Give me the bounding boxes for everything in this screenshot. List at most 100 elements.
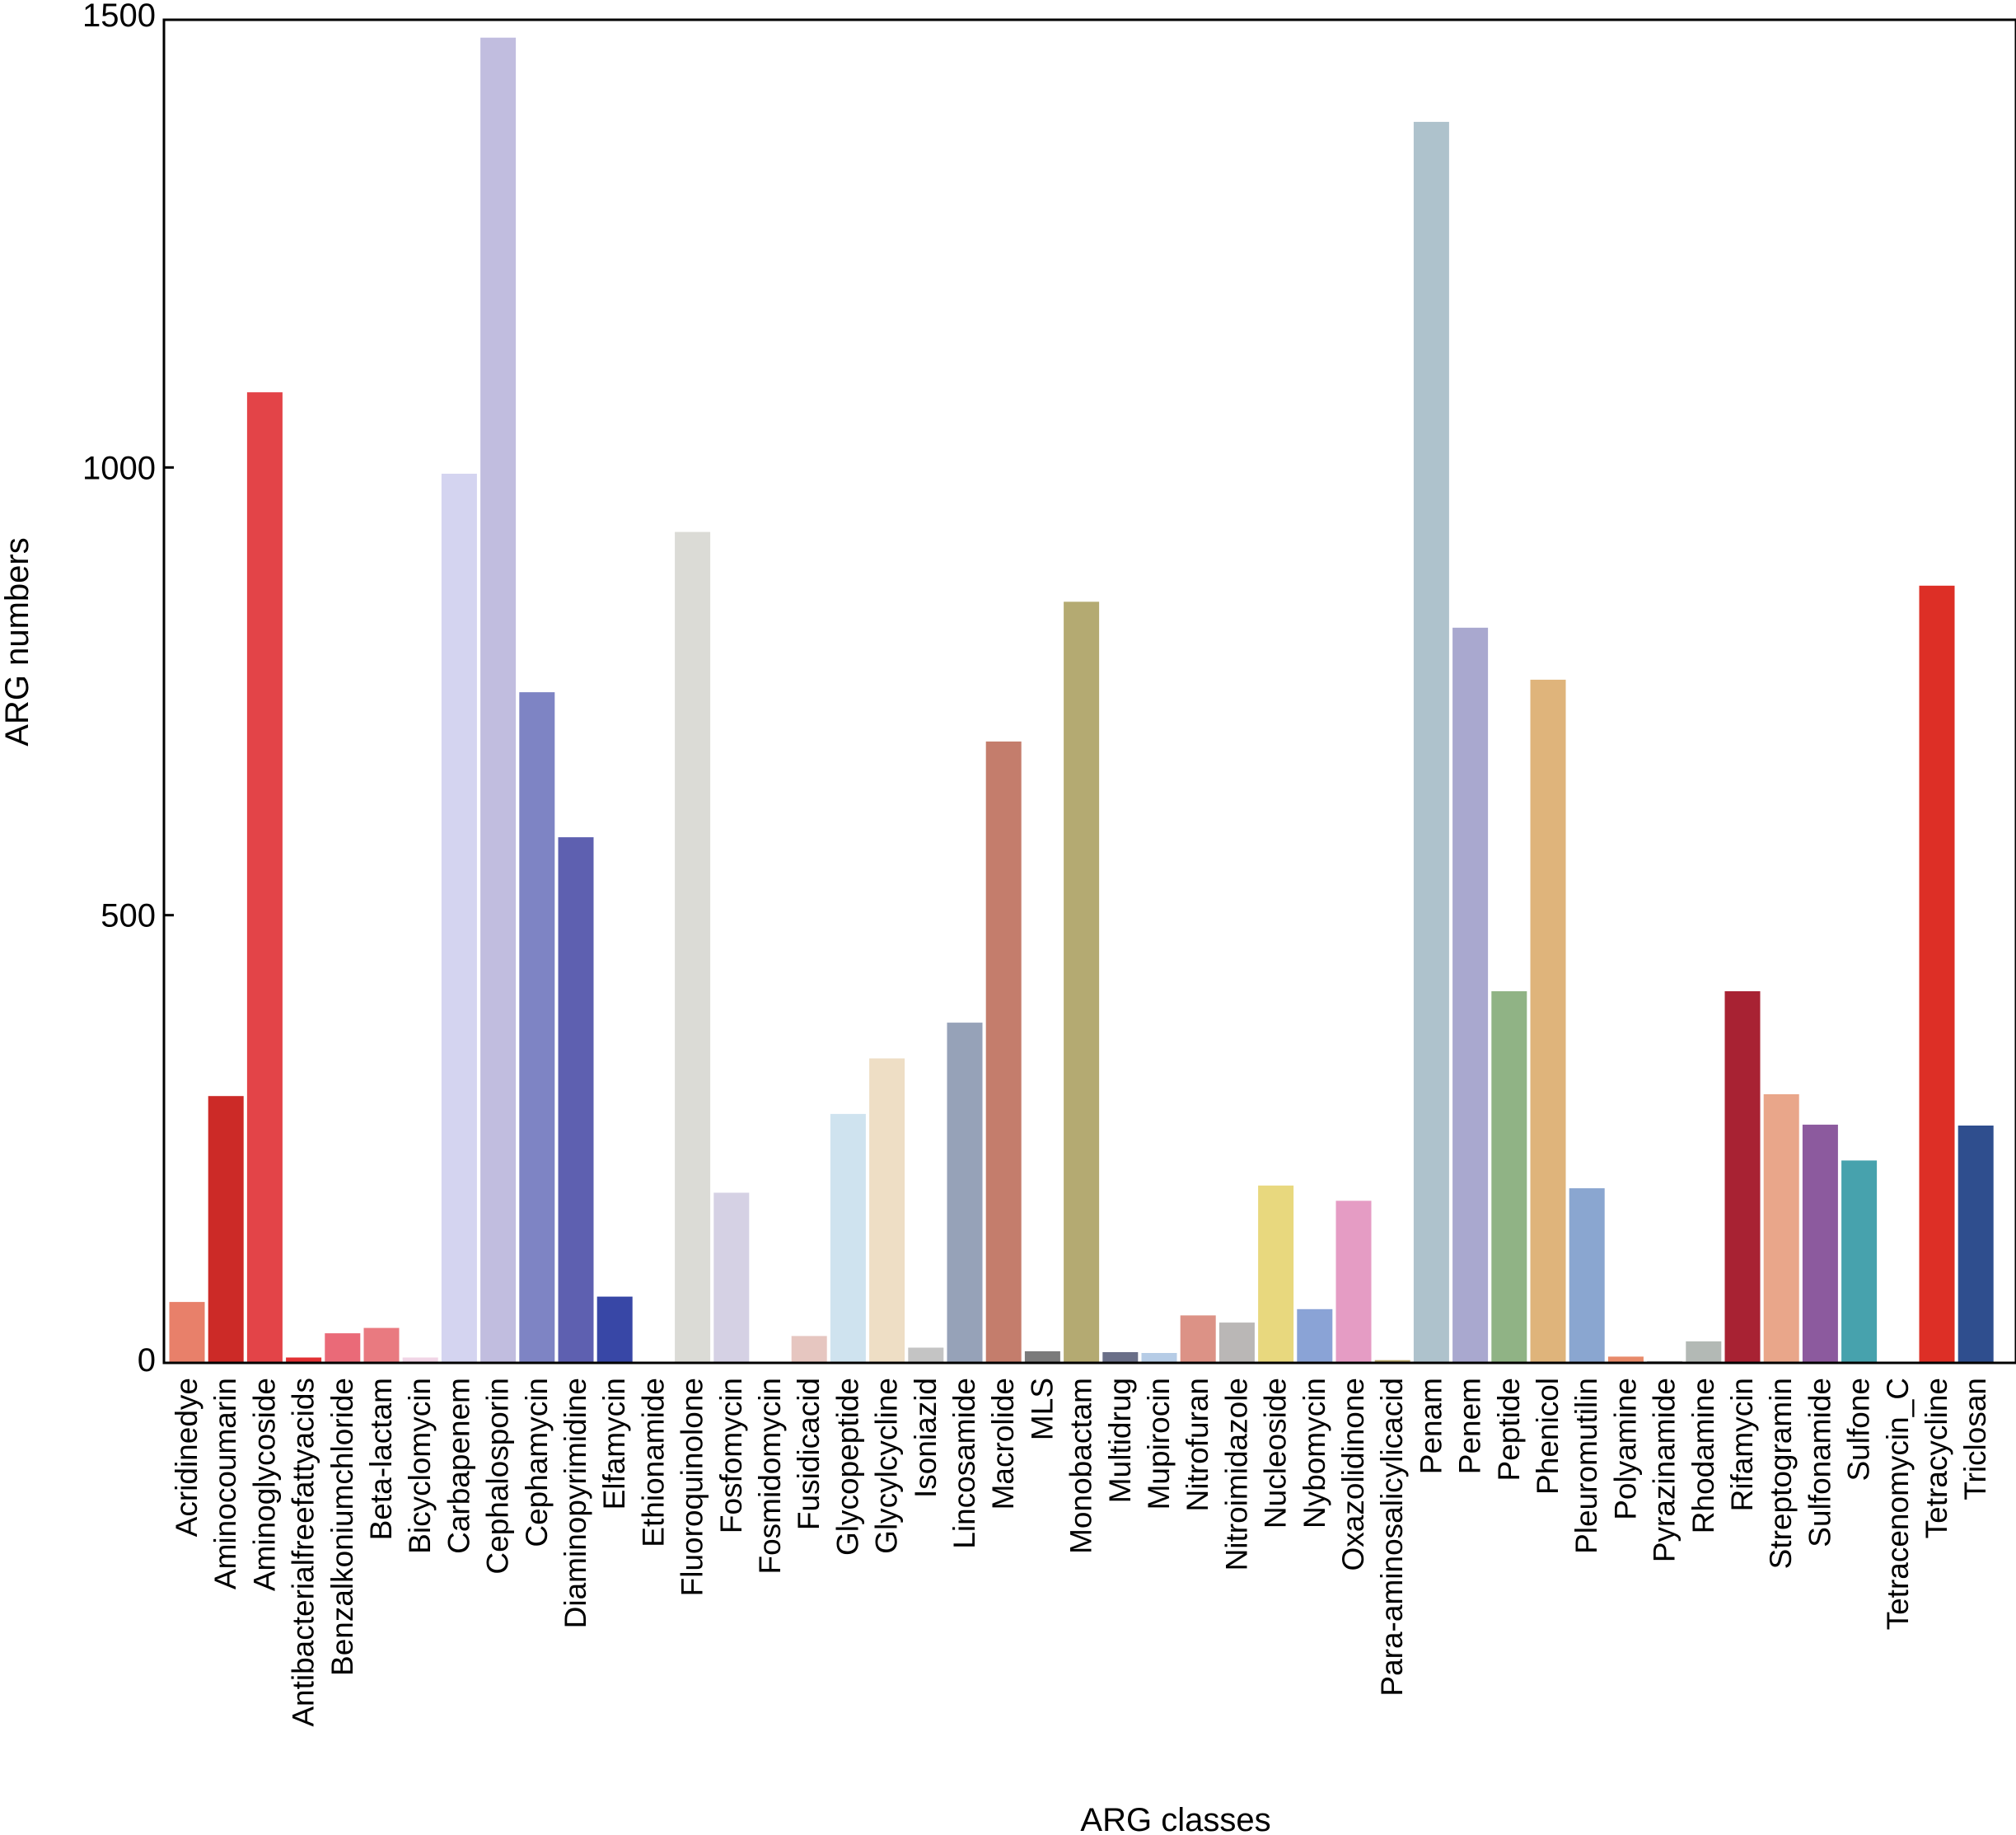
x-tick-label: Penam: [1414, 1378, 1448, 1474]
x-tick-label: Pleuromutilin: [1569, 1378, 1603, 1554]
y-tick-label: 1000: [82, 450, 156, 486]
x-tick-label: Tetracenomycin_C: [1881, 1378, 1915, 1630]
x-tick-label: Cephamycin: [520, 1378, 554, 1547]
y-tick-label: 0: [138, 1342, 156, 1379]
x-tick-label: Bicyclomycin: [403, 1378, 437, 1554]
x-tick-label: Ethionamide: [636, 1378, 670, 1547]
x-tick-label: Oxazolidinone: [1336, 1378, 1370, 1571]
bar-nucleoside: [1258, 1185, 1294, 1363]
x-tick-label: Fosfomycin: [714, 1378, 748, 1533]
x-tick-label: Triclosan: [1958, 1378, 1992, 1500]
x-tick-label: Sulfonamide: [1803, 1378, 1836, 1547]
bar-fluoroquinolone: [675, 531, 711, 1363]
x-tick-label: Macrolide: [986, 1378, 1020, 1510]
x-tick-label: Rifamycin: [1725, 1378, 1759, 1511]
bar-nitrofuran: [1180, 1315, 1216, 1363]
bar-elfamycin: [596, 1296, 633, 1363]
bar-nybomycin: [1297, 1308, 1333, 1363]
x-tick-label: Lincosamide: [947, 1378, 981, 1549]
bar-aminocoumarin: [208, 1096, 244, 1363]
x-tick-label: Aminocoumarin: [208, 1378, 242, 1589]
bar-phenicol: [1530, 679, 1566, 1363]
x-tick-label: Streptogramin: [1764, 1378, 1798, 1569]
x-tick-label: Benzalkoniumchloride: [325, 1378, 359, 1676]
bar-tetracycline: [1919, 585, 1955, 1363]
bar-aminoglycoside: [246, 392, 283, 1364]
x-tick-label: Aminoglycoside: [247, 1378, 281, 1591]
bar-multidrug: [1102, 1352, 1139, 1363]
bar-cephalosporin: [480, 37, 517, 1364]
bar-fusidicacid: [791, 1336, 827, 1363]
bars-group: [169, 37, 1994, 1364]
x-tick-label: Diaminopyrimidine: [559, 1378, 592, 1628]
bar-glycylcycline: [869, 1058, 905, 1363]
x-tick-label: Beta-lactam: [364, 1378, 398, 1540]
x-axis-category-labels: Acridinedye Aminocoumarin Aminoglycoside An…: [170, 1378, 1992, 1727]
x-tick-label: Isoniazid: [909, 1378, 943, 1498]
bar-rifamycin: [1724, 991, 1761, 1363]
x-tick-label: Glycopeptide: [830, 1378, 864, 1556]
bar-penem: [1452, 627, 1489, 1363]
x-tick-label: Carbapenem: [442, 1378, 475, 1554]
bar-diaminopyrimidine: [558, 837, 594, 1363]
x-tick-label: MLS: [1025, 1378, 1059, 1440]
bar-antibacterialfreefattyacids: [286, 1357, 322, 1363]
bar-benzalkoniumchloride: [325, 1333, 361, 1363]
x-tick-label: Mupirocin: [1142, 1378, 1176, 1510]
bar-fosfomycin: [713, 1192, 750, 1363]
x-tick-label: Rhodamine: [1686, 1378, 1720, 1533]
y-tick-label: 1500: [82, 0, 156, 34]
bar-para-aminosalicylicacid: [1374, 1360, 1410, 1363]
x-tick-label: Monobactam: [1064, 1378, 1098, 1554]
x-tick-label: Fusidicacid: [792, 1378, 826, 1530]
bar-streptogramin: [1763, 1094, 1799, 1363]
x-tick-label: Multidrug: [1103, 1378, 1137, 1503]
bar-pleuromutilin: [1569, 1188, 1605, 1363]
bar-nitroimidazole: [1218, 1322, 1255, 1363]
bar-beta-lactam: [363, 1327, 400, 1363]
x-tick-label: Nitroimidazole: [1219, 1378, 1253, 1571]
x-tick-label: Phenicol: [1531, 1378, 1565, 1495]
bar-acridinedye: [169, 1302, 205, 1363]
bar-glycopeptide: [830, 1113, 866, 1363]
x-tick-label: Tetracycline: [1920, 1378, 1953, 1538]
x-tick-label: Peptide: [1492, 1378, 1526, 1482]
y-tick-label: 500: [101, 898, 156, 934]
bar-bicyclomycin: [402, 1357, 438, 1363]
x-tick-label: Polyamine: [1608, 1378, 1642, 1520]
bar-polyamine: [1607, 1356, 1644, 1363]
bar-peptide: [1491, 991, 1527, 1363]
x-tick-label: Nitrofuran: [1181, 1378, 1214, 1511]
plot-area-frame: [162, 18, 2016, 1365]
bar-mls: [1024, 1351, 1060, 1363]
x-tick-label: Sulfone: [1842, 1378, 1876, 1482]
bar-triclosan: [1958, 1126, 1994, 1363]
y-axis-title: ARG numbers: [0, 537, 35, 746]
bar-isoniazid: [908, 1347, 944, 1363]
x-tick-label: Elfamycin: [597, 1378, 631, 1510]
x-tick-label: Acridinedye: [170, 1378, 203, 1537]
x-tick-label: Glycylcycline: [870, 1378, 904, 1554]
x-axis-title: ARG classes: [1080, 1802, 1270, 1835]
bar-lincosamide: [947, 1023, 983, 1363]
x-tick-label: Nucleoside: [1259, 1378, 1293, 1528]
x-tick-label: Penem: [1453, 1378, 1487, 1474]
x-tick-label: Fosmidomycin: [753, 1378, 787, 1575]
y-axis-ticks: 0 500 1000 1500: [82, 0, 174, 1379]
bar-cephamycin: [519, 692, 555, 1363]
bar-rhodamine: [1686, 1341, 1722, 1363]
x-tick-label: Pyrazinamide: [1648, 1378, 1682, 1562]
bar-monobactam: [1064, 602, 1100, 1363]
bar-carbapenem: [441, 473, 477, 1363]
x-tick-label: Antibacterialfreefattyacids: [287, 1378, 320, 1727]
bar-sulfonamide: [1802, 1124, 1838, 1363]
bar-macrolide: [985, 741, 1022, 1363]
x-tick-label: Cephalosporin: [481, 1378, 515, 1575]
bar-sulfone: [1841, 1160, 1878, 1363]
bar-penam: [1413, 121, 1449, 1363]
x-tick-label: Para-aminosalicylicacid: [1375, 1378, 1409, 1697]
x-tick-label: Nybomycin: [1298, 1378, 1331, 1528]
bar-mupirocin: [1141, 1353, 1177, 1363]
bar-oxazolidinone: [1335, 1201, 1372, 1363]
